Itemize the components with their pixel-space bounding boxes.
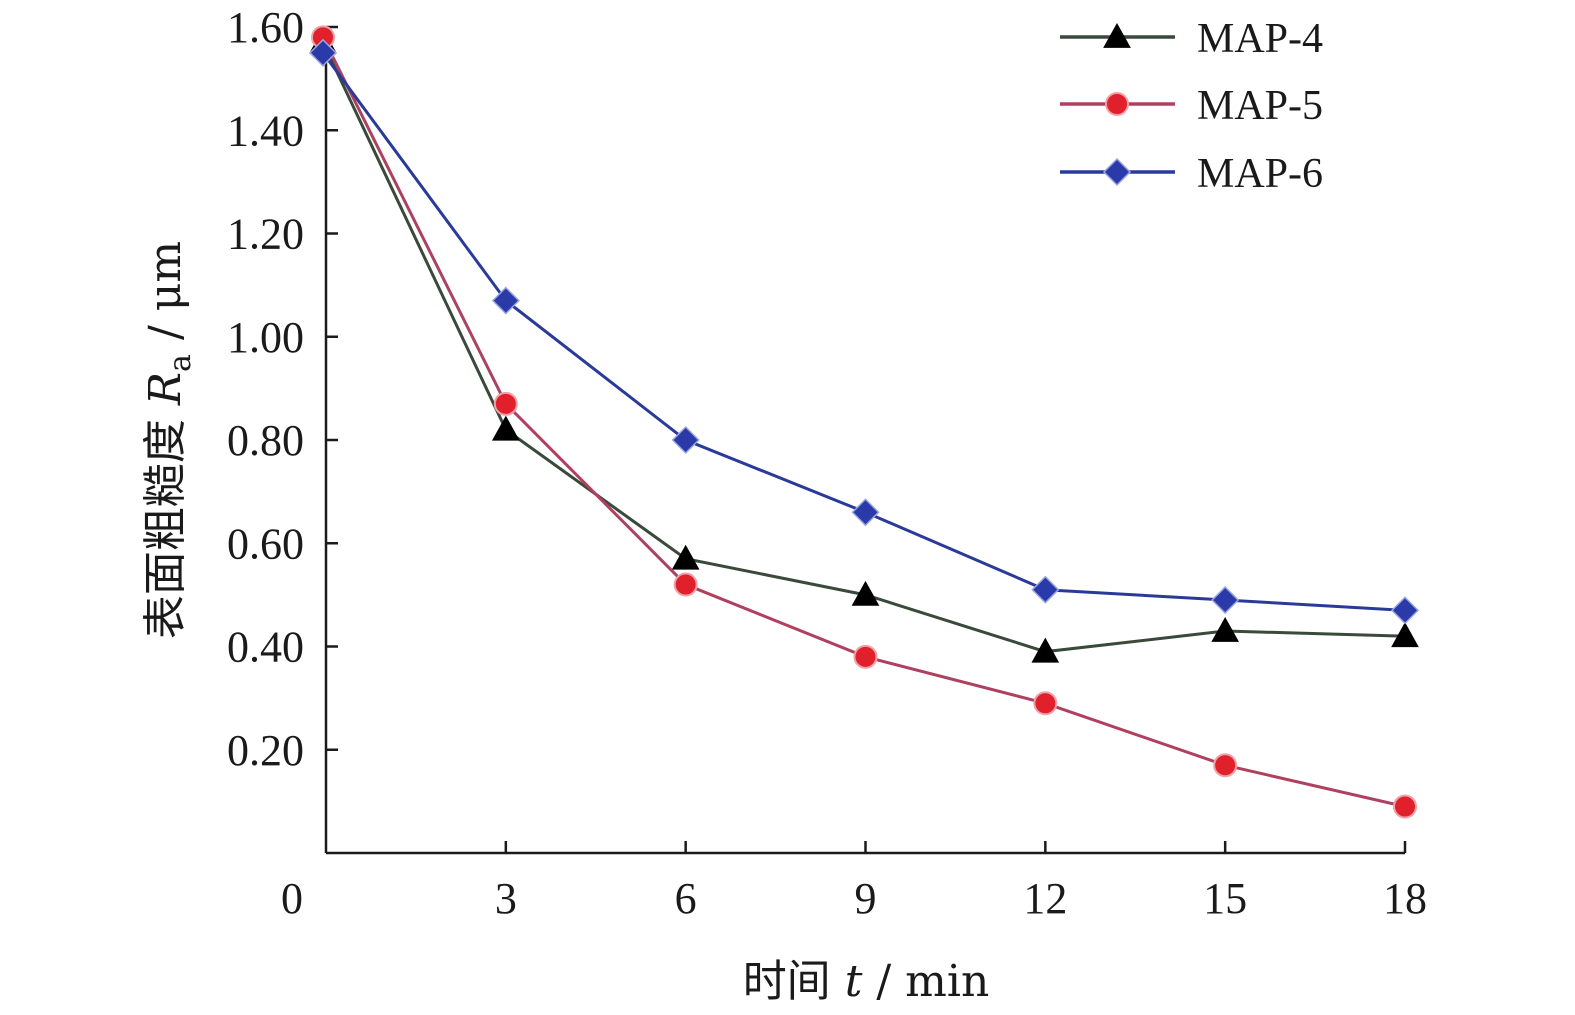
legend-label: MAP-5: [1197, 83, 1323, 129]
x-axis-title: 时间 t / min: [743, 956, 990, 1007]
y-tick-label: 0.20: [227, 726, 304, 775]
data-point-diamond: [1390, 596, 1420, 625]
x-tick-label: 9: [855, 874, 877, 923]
legend-item: MAP-6: [1060, 151, 1323, 197]
y-tick-label: 0.60: [227, 519, 304, 568]
x-tick-label: 18: [1383, 874, 1427, 923]
data-point-circle: [1393, 794, 1417, 819]
y-tick-label: 1.20: [227, 210, 304, 259]
data-point-diamond: [308, 38, 338, 67]
series-map-6: [308, 38, 1420, 625]
legend: MAP-4 MAP-5 MAP-6: [1060, 16, 1323, 197]
x-ticks: 0 3 6 9 12 15 18: [281, 841, 1427, 923]
y-tick-label: 0.80: [227, 416, 304, 465]
series-map-5: [311, 25, 1417, 819]
legend-label: MAP-4: [1197, 16, 1323, 62]
data-point-circle: [1213, 753, 1238, 778]
data-point-triangle: [1391, 622, 1419, 648]
data-point-circle: [493, 391, 518, 416]
data-point-diamond: [851, 498, 880, 527]
legend-label: MAP-6: [1197, 151, 1323, 197]
series-layer: [308, 25, 1420, 819]
y-ticks: 0.20 0.40 0.60 0.80 1.00 1.20 1.40 1.60: [227, 3, 338, 775]
data-point-triangle: [1031, 637, 1060, 663]
x-tick-label: 0: [281, 874, 303, 923]
data-point-triangle: [1211, 616, 1240, 642]
legend-marker-triangle: [1103, 22, 1131, 48]
data-point-circle: [1033, 691, 1058, 716]
x-tick-label: 3: [495, 874, 517, 923]
legend-marker-circle: [1105, 92, 1129, 116]
y-tick-label: 1.40: [227, 106, 304, 155]
x-tick-label: 15: [1203, 874, 1247, 923]
data-point-triangle: [851, 580, 880, 606]
data-point-diamond: [671, 425, 700, 455]
data-point-triangle: [671, 544, 700, 570]
data-point-diamond: [1211, 585, 1240, 615]
series-line: [321, 51, 1406, 612]
data-point-diamond: [1031, 575, 1060, 604]
y-tick-label: 0.40: [227, 623, 304, 672]
series-line: [321, 41, 1406, 654]
legend-marker-diamond: [1102, 157, 1132, 187]
legend-item: MAP-5: [1060, 83, 1323, 129]
data-point-circle: [673, 572, 698, 597]
y-tick-label: 1.00: [227, 313, 304, 362]
x-tick-label: 6: [675, 874, 697, 923]
y-tick-label: 1.60: [227, 3, 304, 52]
data-point-triangle: [491, 415, 520, 441]
x-tick-label: 12: [1023, 874, 1067, 923]
data-point-diamond: [491, 286, 520, 315]
y-axis-title: 表面粗糙度 Ra / μm: [140, 241, 198, 639]
data-point-circle: [853, 644, 878, 669]
legend-item: MAP-4: [1060, 16, 1323, 62]
